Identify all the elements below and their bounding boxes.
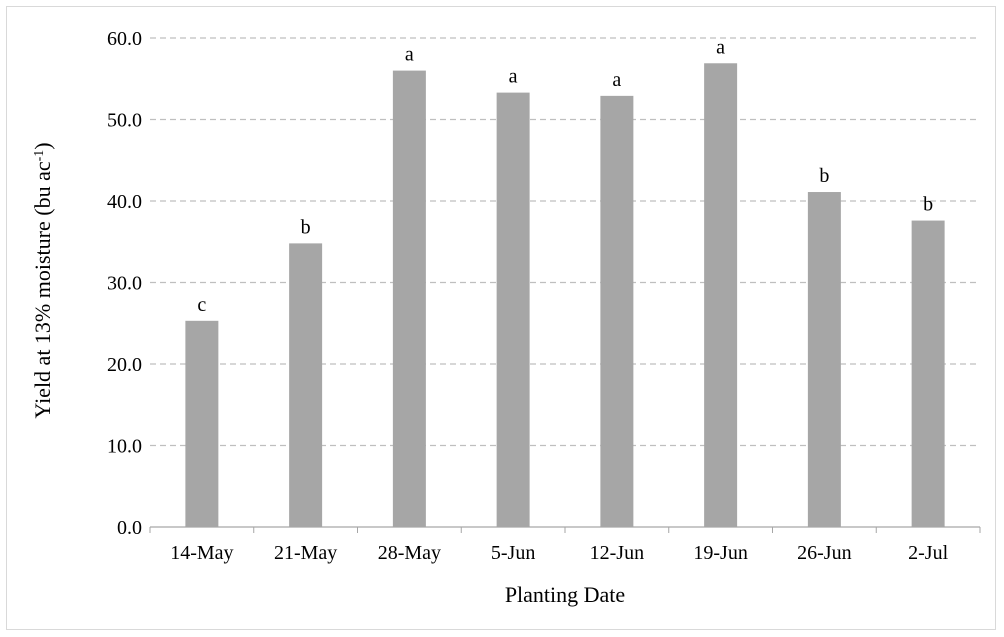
bar-5-Jun bbox=[496, 92, 530, 527]
bars bbox=[185, 63, 945, 528]
y-tick-label: 10.0 bbox=[107, 436, 142, 458]
x-tick-label: 19-Jun bbox=[693, 542, 747, 564]
x-axis-title: Planting Date bbox=[505, 582, 625, 607]
x-tick-label: 5-Jun bbox=[491, 542, 535, 564]
bar-26-Jun bbox=[807, 192, 841, 527]
y-tick-labels: 0.0 10.0 20.0 30.0 40.0 50.0 60.0 bbox=[107, 28, 142, 539]
y-tick-label: 30.0 bbox=[107, 273, 142, 295]
x-tick-label: 2-Jul bbox=[908, 542, 948, 564]
x-tick-label: 14-May bbox=[170, 542, 233, 564]
y-axis-title-main: Yield at 13% moisture (bu ac bbox=[30, 161, 55, 418]
bar-14-May bbox=[185, 320, 219, 527]
y-axis-title: Yield at 13% moisture (bu ac-1) bbox=[30, 142, 55, 418]
bar-significance-label: a bbox=[405, 44, 414, 66]
bar-12-Jun bbox=[600, 95, 634, 528]
y-tick-label: 50.0 bbox=[107, 110, 142, 132]
bar-labels: c b a a a a b b bbox=[197, 36, 933, 316]
bar-21-May bbox=[289, 243, 323, 527]
bar-significance-label: a bbox=[509, 66, 518, 88]
bar-significance-label: b bbox=[819, 165, 829, 187]
bar-significance-label: b bbox=[301, 216, 311, 238]
x-tick-label: 26-Jun bbox=[797, 542, 851, 564]
bar-28-May bbox=[392, 70, 426, 527]
y-tick-label: 20.0 bbox=[107, 354, 142, 376]
x-tick-labels: 14-May 21-May 28-May 5-Jun 12-Jun 19-Jun 26-Ju… bbox=[149, 527, 981, 564]
y-axis-title-end: ) bbox=[30, 142, 55, 149]
x-tick-label: 28-May bbox=[378, 542, 441, 564]
x-tick-label: 12-Jun bbox=[590, 542, 644, 564]
bar-significance-label: a bbox=[716, 36, 725, 58]
x-tick-label: 21-May bbox=[274, 542, 337, 564]
gridlines bbox=[150, 37, 980, 447]
y-tick-label: 60.0 bbox=[107, 28, 142, 50]
bar-significance-label: b bbox=[923, 194, 933, 216]
bar-significance-label: c bbox=[197, 294, 206, 316]
bar-2-Jul bbox=[911, 220, 945, 527]
bar-significance-label: a bbox=[612, 69, 621, 91]
y-axis-title-superscript: -1 bbox=[32, 150, 47, 162]
y-tick-label: 40.0 bbox=[107, 191, 142, 213]
bar-19-Jun bbox=[704, 63, 738, 527]
y-tick-label: 0.0 bbox=[117, 517, 142, 539]
